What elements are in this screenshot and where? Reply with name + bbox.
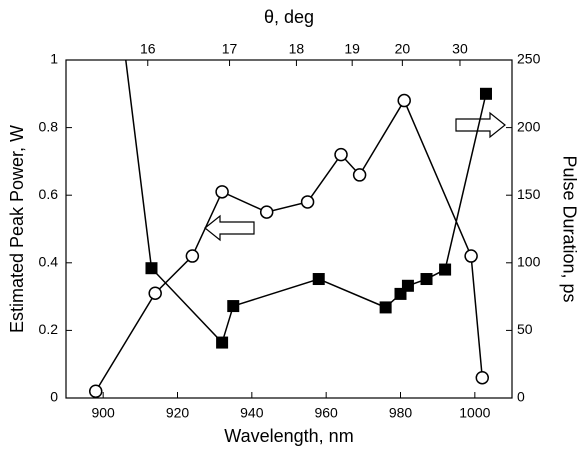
- marker-circle: [397, 93, 411, 108]
- plot-frame: [65, 59, 513, 399]
- top-tick-label: 18: [289, 41, 305, 57]
- y-tick-label: 0.4: [39, 254, 59, 270]
- marker-circle: [259, 205, 274, 219]
- marker-circle: [300, 195, 315, 209]
- y-axis-label: Estimated Peak Power, W: [7, 125, 27, 333]
- y2-tick-label: 250: [517, 51, 541, 67]
- y-tick-label: 0.6: [39, 186, 59, 202]
- marker-square: [479, 87, 492, 100]
- y2-tick-label: 150: [517, 186, 541, 202]
- marker-circle: [352, 168, 367, 182]
- marker-square: [227, 300, 240, 313]
- x-tick-label: 960: [314, 405, 338, 421]
- y2-tick-label: 100: [517, 254, 541, 270]
- x-tick-label: 920: [166, 405, 190, 421]
- marker-square: [312, 273, 325, 286]
- y2-tick-label: 0: [517, 389, 525, 405]
- x-tick-label: 1000: [459, 405, 490, 421]
- y2-tick-label: 200: [517, 118, 541, 134]
- x-tick-label: 900: [91, 405, 115, 421]
- marker-circle: [185, 249, 200, 263]
- top-tick-label: 30: [452, 41, 468, 57]
- marker-circle: [475, 370, 490, 385]
- top-tick-label: 20: [395, 41, 411, 57]
- top-tick-label: 16: [140, 41, 156, 57]
- marker-square: [379, 301, 392, 314]
- marker-circle: [464, 249, 478, 263]
- marker-square: [216, 336, 229, 349]
- y-tick-label: 1: [50, 51, 58, 67]
- x-tick-label: 940: [240, 405, 264, 421]
- arrow-right: [455, 111, 506, 139]
- marker-square: [420, 273, 433, 286]
- x-axis-label: Wavelength, nm: [224, 426, 353, 446]
- top-axis-label: θ, deg: [264, 7, 314, 27]
- marker-circle: [215, 185, 229, 199]
- arrow-left: [204, 214, 255, 242]
- marker-square: [145, 262, 158, 275]
- y-tick-label: 0.8: [39, 118, 59, 134]
- y2-tick-label: 50: [517, 321, 533, 337]
- marker-circle: [148, 286, 162, 300]
- marker-square: [439, 263, 452, 276]
- plot-area: [88, 60, 492, 398]
- marker-square: [401, 279, 414, 292]
- series-line: [95, 98, 484, 392]
- y2-axis-label: Pulse Duration, ps: [559, 155, 579, 302]
- marker-circle: [88, 384, 103, 398]
- y-tick-label: 0: [50, 389, 58, 405]
- marker-circle: [334, 147, 348, 162]
- y-tick-label: 0.2: [39, 321, 59, 337]
- x-tick-label: 980: [389, 405, 413, 421]
- top-tick-label: 17: [222, 41, 238, 57]
- top-tick-label: 19: [344, 41, 360, 57]
